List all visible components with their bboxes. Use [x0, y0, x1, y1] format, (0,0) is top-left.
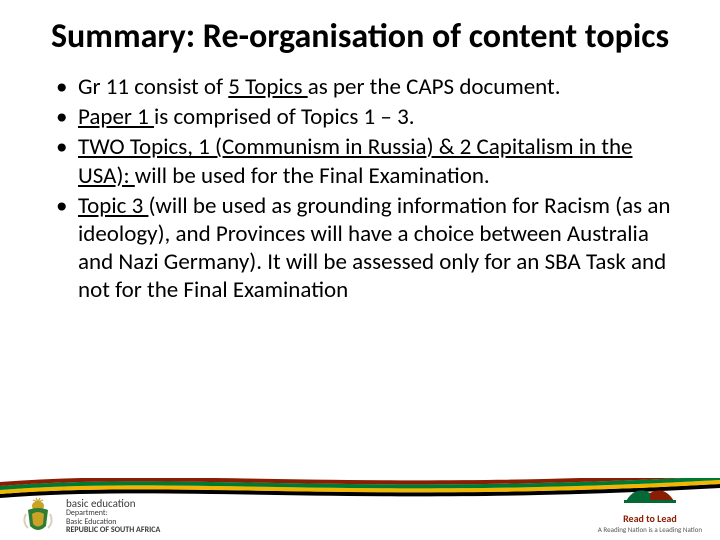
rtl-page-right [650, 490, 674, 501]
coat-tusk-right [48, 514, 52, 528]
coat-of-arms-icon [18, 496, 58, 536]
footer-logo-right: Read to Lead A Reading Nation is a Leadi… [598, 481, 702, 534]
bullet-item: Topic 3 (will be used as grounding infor… [56, 192, 672, 304]
coat-rays [33, 498, 43, 502]
bullet-list: Gr 11 consist of 5 Topics as per the CAP… [48, 73, 672, 303]
bullet-item: Gr 11 consist of 5 Topics as per the CAP… [56, 73, 672, 101]
bullet-run: (will be used as grounding information f… [78, 192, 670, 304]
footer: basic education Department: Basic Educat… [0, 478, 720, 540]
bullet-run: will be used for the Final Examination. [135, 162, 490, 190]
dept-line-4: REPUBLIC OF SOUTH AFRICA [66, 526, 160, 534]
slide: Summary: Re-organisation of content topi… [0, 0, 720, 540]
bullet-run: 5 Topics [228, 73, 307, 101]
bullet-run: is comprised of Topics 1 – 3. [154, 103, 415, 131]
coat-inner [32, 512, 44, 527]
bullet-item: Paper 1 is comprised of Topics 1 – 3. [56, 103, 672, 131]
bullet-run: Topic 3 [78, 192, 148, 220]
bullet-item: TWO Topics, 1 (Communism in Russia) & 2 … [56, 133, 672, 189]
footer-logo-left: basic education Department: Basic Educat… [18, 496, 160, 536]
rtl-sub: A Reading Nation is a Leading Nation [598, 525, 702, 534]
coat-tusk-left [24, 514, 28, 528]
bullet-run: Gr 11 consist of [78, 73, 228, 101]
read-to-lead-icon [622, 481, 678, 505]
bullet-run: as per the CAPS document. [308, 73, 561, 101]
rtl-title: Read to Lead [598, 512, 702, 525]
bullet-run: Paper 1 [78, 103, 154, 131]
rtl-base [624, 500, 676, 503]
dept-text: basic education Department: Basic Educat… [66, 498, 160, 535]
slide-title: Summary: Re-organisation of content topi… [48, 18, 672, 55]
rtl-page-left [626, 490, 650, 501]
